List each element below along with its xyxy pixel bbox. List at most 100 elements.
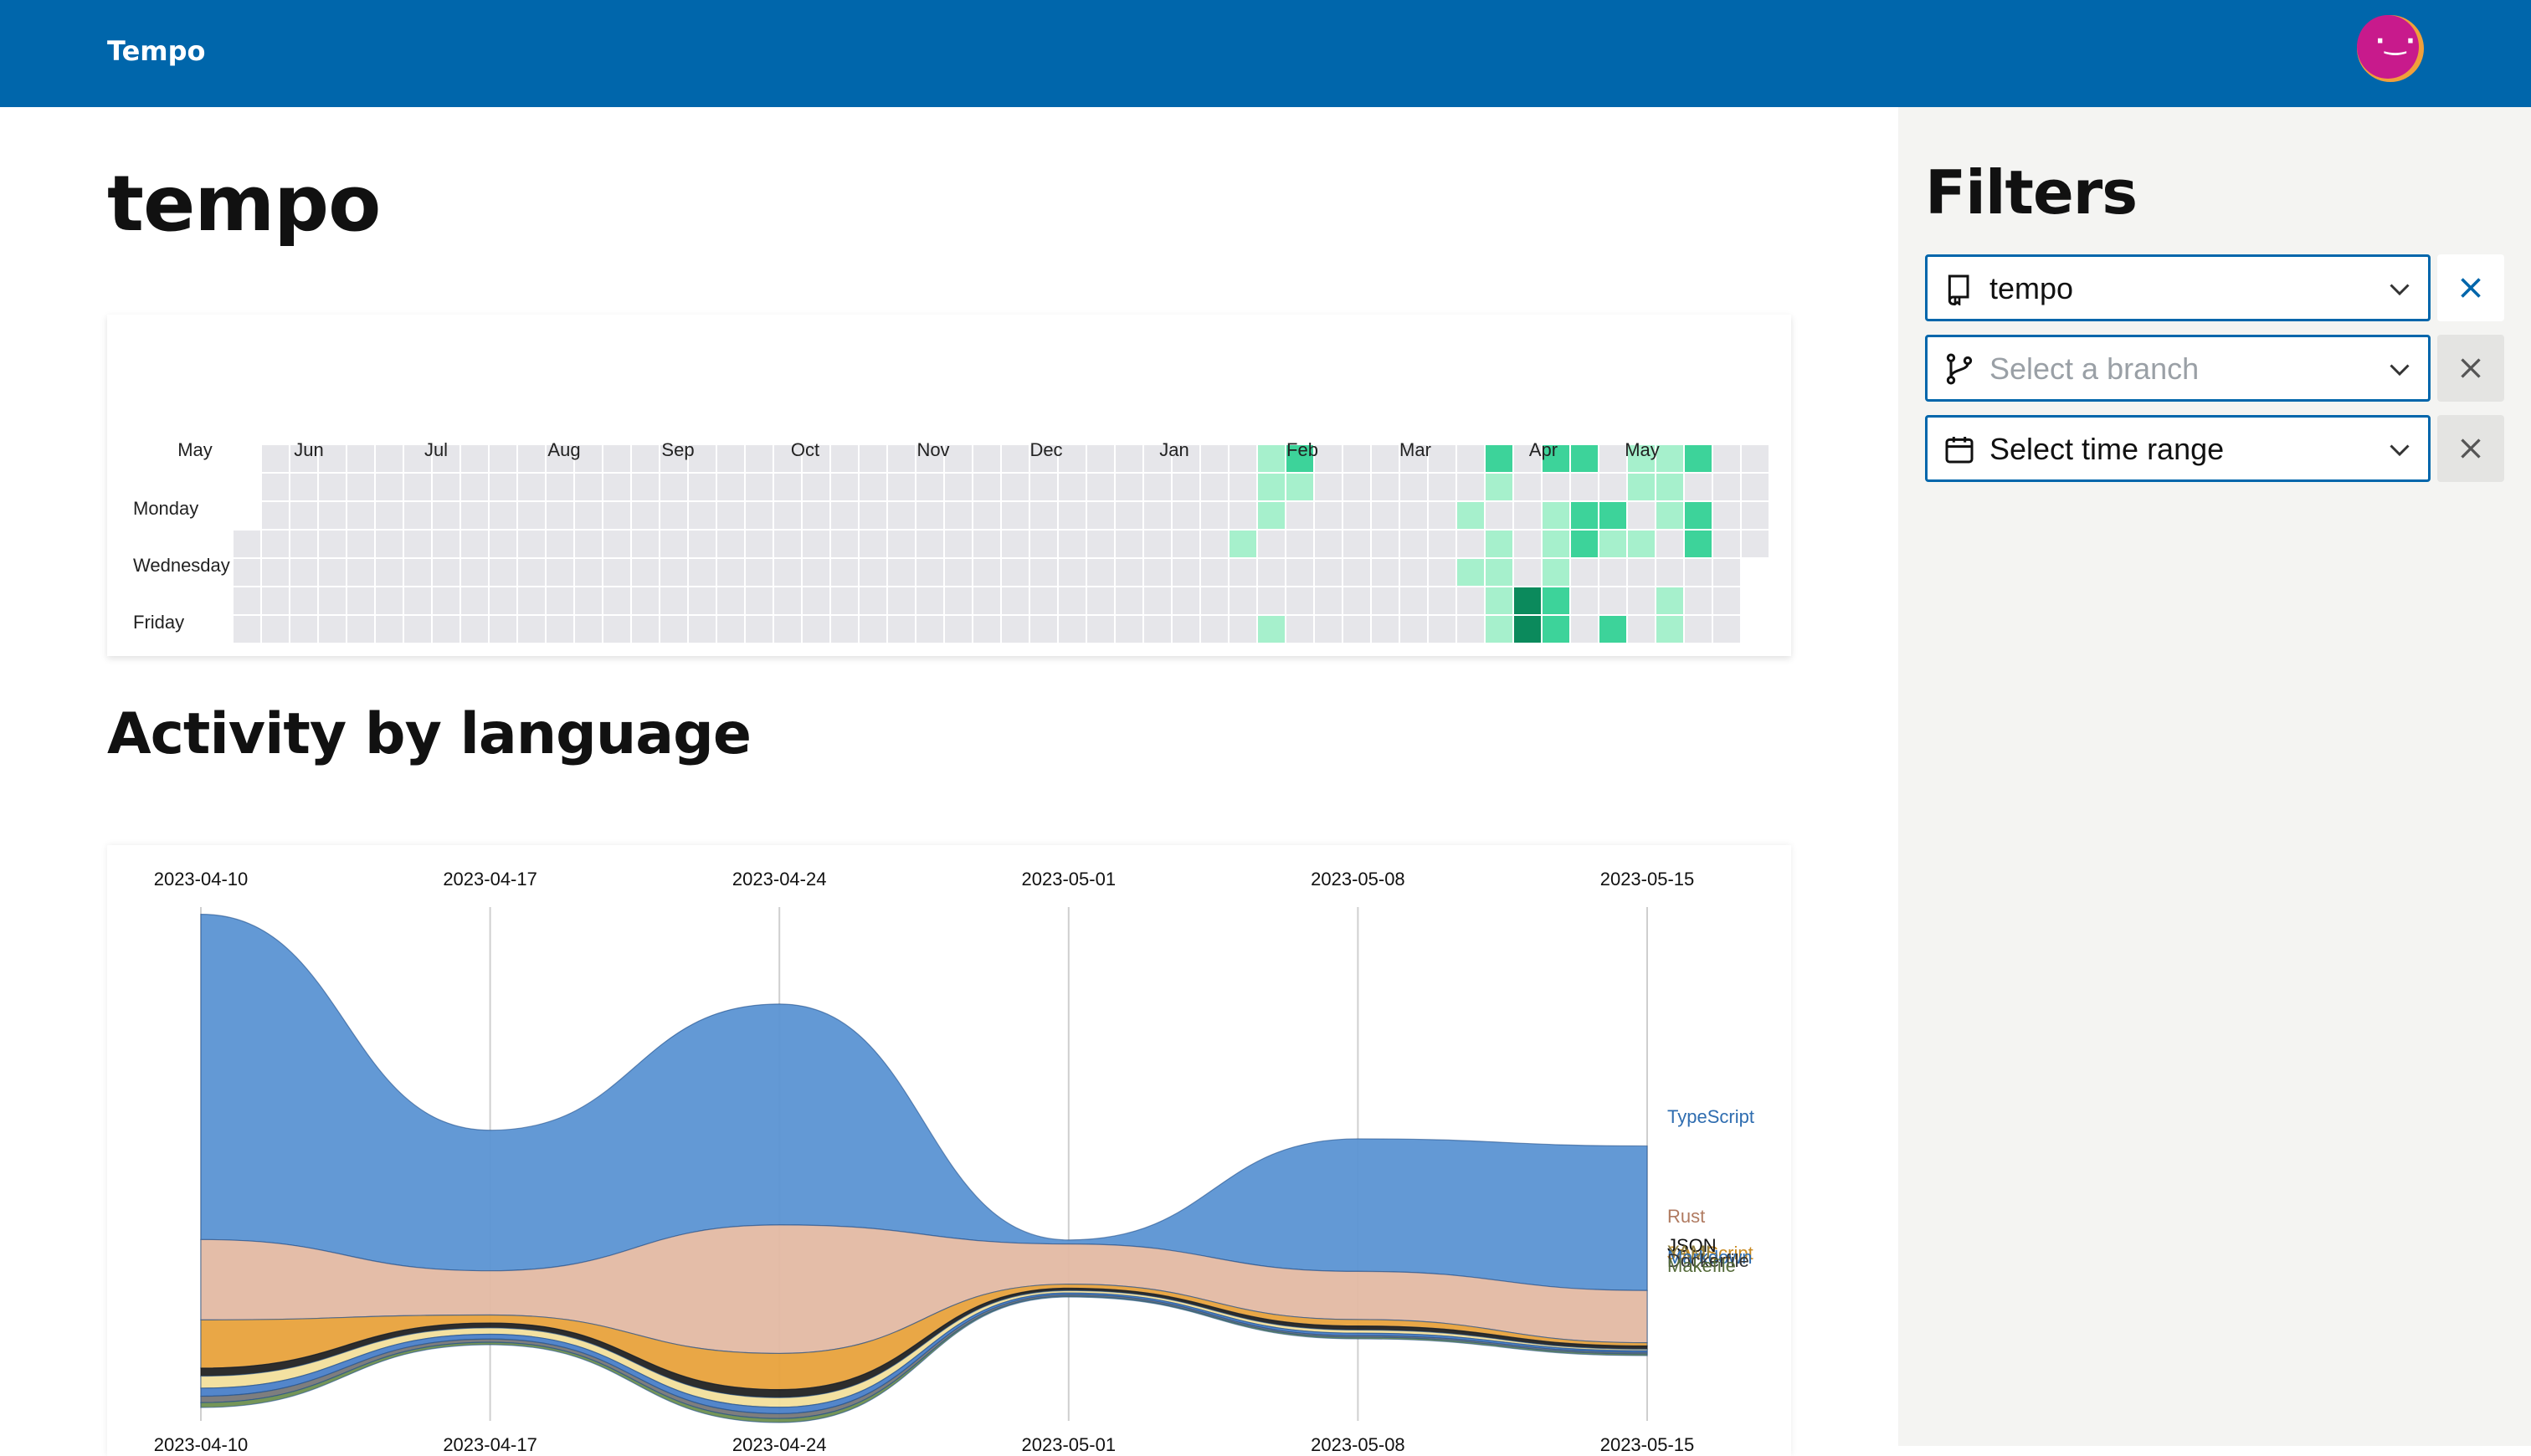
heatmap-cell[interactable]: [290, 502, 317, 529]
heatmap-cell[interactable]: [1457, 502, 1484, 529]
heatmap-cell[interactable]: [1599, 502, 1626, 529]
heatmap-cell[interactable]: [1116, 559, 1142, 586]
heatmap-cell[interactable]: [1713, 445, 1740, 472]
heatmap-cell[interactable]: [1713, 587, 1740, 614]
heatmap-cell[interactable]: [1400, 587, 1427, 614]
heatmap-cell[interactable]: [945, 616, 972, 643]
heatmap-cell[interactable]: [575, 587, 602, 614]
heatmap-cell[interactable]: [1372, 616, 1399, 643]
heatmap-cell[interactable]: [433, 616, 459, 643]
heatmap-cell[interactable]: [603, 616, 630, 643]
heatmap-cell[interactable]: [746, 531, 773, 557]
heatmap-cell[interactable]: [1713, 616, 1740, 643]
heatmap-cell[interactable]: [973, 474, 1000, 500]
heatmap-cell[interactable]: [973, 502, 1000, 529]
heatmap-cell[interactable]: [717, 616, 744, 643]
clear-time-range-button[interactable]: [2437, 415, 2504, 482]
heatmap-cell[interactable]: [1116, 531, 1142, 557]
heatmap-cell[interactable]: [1173, 531, 1199, 557]
time-range-select[interactable]: Select time range: [1925, 415, 2431, 482]
heatmap-cell[interactable]: [1087, 587, 1114, 614]
heatmap-cell[interactable]: [1514, 559, 1541, 586]
heatmap-cell[interactable]: [689, 502, 716, 529]
heatmap-cell[interactable]: [1429, 616, 1455, 643]
heatmap-cell[interactable]: [461, 559, 488, 586]
heatmap-cell[interactable]: [746, 559, 773, 586]
heatmap-cell[interactable]: [1486, 445, 1512, 472]
heatmap-cell[interactable]: [660, 559, 687, 586]
heatmap-cell[interactable]: [1400, 445, 1427, 472]
heatmap-cell[interactable]: [1514, 587, 1541, 614]
heatmap-cell[interactable]: [973, 587, 1000, 614]
heatmap-cell[interactable]: [234, 587, 260, 614]
heatmap-cell[interactable]: [1628, 559, 1655, 586]
heatmap-cell[interactable]: [262, 587, 289, 614]
heatmap-cell[interactable]: [603, 445, 630, 472]
heatmap-cell[interactable]: [746, 502, 773, 529]
heatmap-cell[interactable]: [547, 474, 573, 500]
heatmap-cell[interactable]: [973, 445, 1000, 472]
heatmap-cell[interactable]: [234, 531, 260, 557]
heatmap-cell[interactable]: [290, 616, 317, 643]
heatmap-cell[interactable]: [461, 587, 488, 614]
heatmap-cell[interactable]: [1315, 616, 1342, 643]
heatmap-cell[interactable]: [1514, 531, 1541, 557]
heatmap-cell[interactable]: [1656, 616, 1683, 643]
heatmap-cell[interactable]: [774, 502, 801, 529]
heatmap-cell[interactable]: [290, 531, 317, 557]
heatmap-cell[interactable]: [1343, 531, 1370, 557]
heatmap-cell[interactable]: [461, 531, 488, 557]
heatmap-cell[interactable]: [575, 474, 602, 500]
heatmap-cell[interactable]: [945, 559, 972, 586]
heatmap-cell[interactable]: [632, 502, 659, 529]
heatmap-cell[interactable]: [1116, 587, 1142, 614]
heatmap-cell[interactable]: [660, 445, 687, 472]
heatmap-cell[interactable]: [603, 587, 630, 614]
heatmap-cell[interactable]: [290, 587, 317, 614]
heatmap-cell[interactable]: [1144, 531, 1171, 557]
heatmap-cell[interactable]: [1742, 474, 1769, 500]
heatmap-cell[interactable]: [831, 474, 858, 500]
heatmap-cell[interactable]: [347, 502, 374, 529]
heatmap-cell[interactable]: [575, 502, 602, 529]
heatmap-cell[interactable]: [1429, 531, 1455, 557]
heatmap-cell[interactable]: [1002, 445, 1029, 472]
heatmap-cell[interactable]: [1486, 587, 1512, 614]
heatmap-cell[interactable]: [433, 474, 459, 500]
heatmap-cell[interactable]: [1144, 502, 1171, 529]
heatmap-cell[interactable]: [1429, 559, 1455, 586]
heatmap-cell[interactable]: [1258, 474, 1285, 500]
heatmap-cell[interactable]: [1713, 502, 1740, 529]
heatmap-cell[interactable]: [945, 587, 972, 614]
heatmap-cell[interactable]: [1400, 616, 1427, 643]
heatmap-cell[interactable]: [1286, 445, 1313, 472]
heatmap-cell[interactable]: [290, 445, 317, 472]
heatmap-cell[interactable]: [888, 502, 915, 529]
heatmap-cell[interactable]: [774, 474, 801, 500]
heatmap-cell[interactable]: [1514, 474, 1541, 500]
heatmap-cell[interactable]: [547, 587, 573, 614]
heatmap-cell[interactable]: [1201, 587, 1228, 614]
heatmap-cell[interactable]: [433, 587, 459, 614]
heatmap-cell[interactable]: [831, 559, 858, 586]
heatmap-cell[interactable]: [1258, 559, 1285, 586]
heatmap-cell[interactable]: [831, 531, 858, 557]
heatmap-cell[interactable]: [660, 474, 687, 500]
heatmap-cell[interactable]: [632, 616, 659, 643]
heatmap-cell[interactable]: [319, 445, 346, 472]
heatmap-cell[interactable]: [1144, 445, 1171, 472]
repository-select[interactable]: tempo: [1925, 254, 2431, 321]
heatmap-cell[interactable]: [803, 445, 829, 472]
heatmap-cell[interactable]: [262, 445, 289, 472]
heatmap-cell[interactable]: [1343, 559, 1370, 586]
heatmap-cell[interactable]: [1599, 616, 1626, 643]
heatmap-cell[interactable]: [1315, 559, 1342, 586]
heatmap-cell[interactable]: [1628, 616, 1655, 643]
heatmap-cell[interactable]: [347, 474, 374, 500]
heatmap-cell[interactable]: [860, 445, 886, 472]
heatmap-cell[interactable]: [1543, 445, 1569, 472]
heatmap-cell[interactable]: [1059, 531, 1086, 557]
heatmap-cell[interactable]: [1230, 502, 1256, 529]
heatmap-cell[interactable]: [689, 616, 716, 643]
heatmap-cell[interactable]: [1030, 502, 1057, 529]
